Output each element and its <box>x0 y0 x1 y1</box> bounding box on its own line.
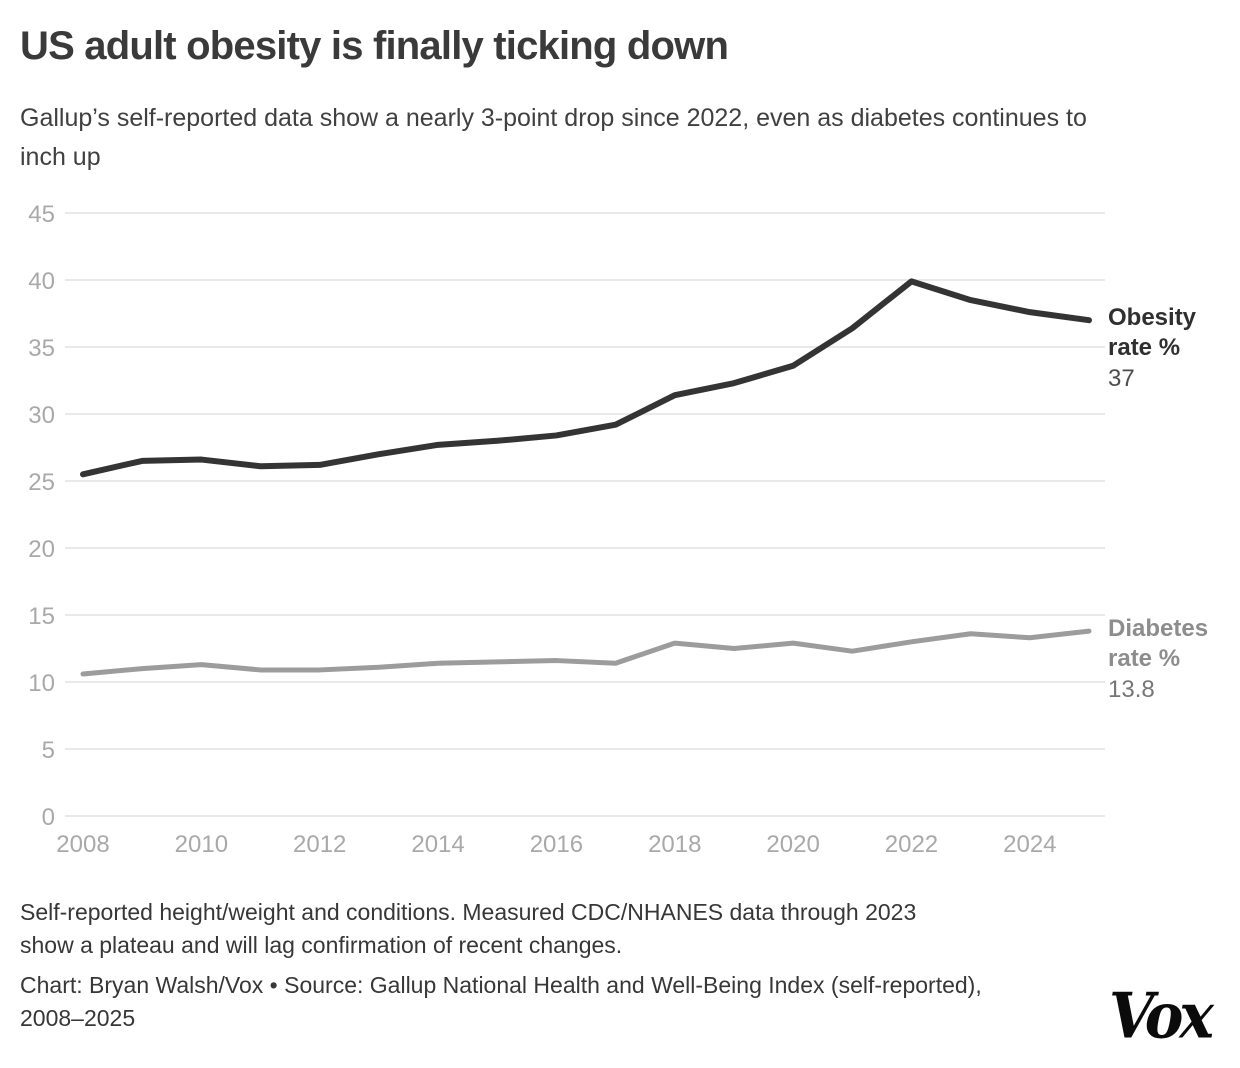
y-tick-label: 45 <box>28 201 55 228</box>
diabetes-series-value: 13.8 <box>1108 675 1155 703</box>
footer: Self-reported height/weight and conditio… <box>20 896 1220 1035</box>
y-tick-label: 0 <box>42 804 55 831</box>
y-tick-label: 5 <box>42 737 55 764</box>
y-tick-label: 40 <box>28 268 55 295</box>
y-tick-label: 20 <box>28 536 55 563</box>
x-tick-label: 2018 <box>648 831 701 858</box>
diabetes-series-name: Diabetes rate % <box>1108 614 1209 673</box>
chart-title: US adult obesity is finally ticking down <box>20 24 729 68</box>
obesity-series-name: Obesity rate % <box>1108 303 1197 362</box>
x-tick-label: 2012 <box>293 831 346 858</box>
y-tick-label: 35 <box>28 335 55 362</box>
x-tick-label: 2022 <box>885 831 938 858</box>
x-tick-label: 2008 <box>56 831 109 858</box>
line-chart: 0 5 10 15 20 25 30 35 40 45 2008 2010 2012 2014 2016 20… <box>0 188 1240 878</box>
x-tick-label: 2014 <box>411 831 464 858</box>
y-tick-label: 25 <box>28 469 55 496</box>
footnote: Self-reported height/weight and conditio… <box>20 898 917 958</box>
y-tick-label: 10 <box>28 670 55 697</box>
x-tick-label: 2020 <box>766 831 819 858</box>
obesity-line <box>80 278 1092 478</box>
vox-logo: Vox <box>1109 979 1214 1053</box>
x-tick-label: 2010 <box>175 831 228 858</box>
credit-source: Chart: Bryan Walsh/Vox • Source: Gallup … <box>20 972 982 1032</box>
chart-subtitle: Gallup’s self-reported data show a nearl… <box>20 103 1087 172</box>
diabetes-line <box>80 628 1092 677</box>
obesity-series-value: 37 <box>1108 364 1135 392</box>
y-tick-label: 30 <box>28 402 55 429</box>
diabetes-series-label: Diabetes rate % 13.8 <box>1108 614 1220 705</box>
x-tick-label: 2016 <box>530 831 583 858</box>
plot-svg: 0 5 10 15 20 25 30 35 40 45 2008 2010 2012 2014 2016 20… <box>28 201 1105 858</box>
x-tick-label: 2024 <box>1003 831 1056 858</box>
obesity-series-label: Obesity rate % 37 <box>1108 303 1220 394</box>
y-tick-label: 15 <box>28 603 55 630</box>
